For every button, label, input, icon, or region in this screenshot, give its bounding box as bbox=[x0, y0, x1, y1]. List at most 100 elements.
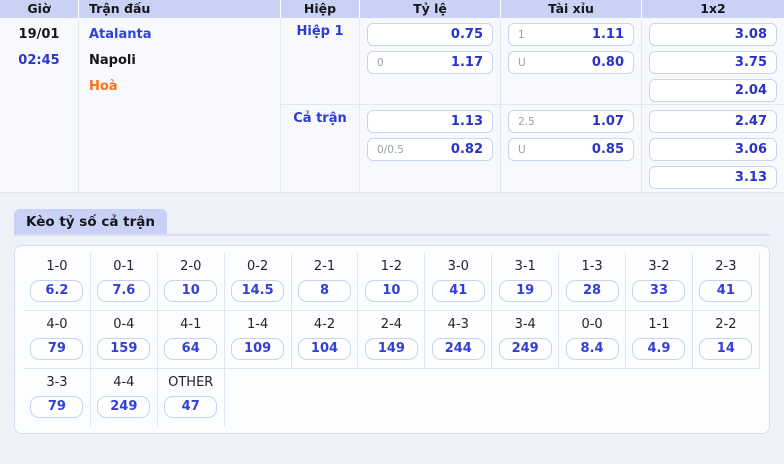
handicap-odds-value: 0.82 bbox=[450, 142, 483, 157]
one-x-two-odds-value: 3.06 bbox=[734, 142, 767, 157]
score-grid-filler bbox=[225, 369, 760, 426]
tab-correct-score[interactable]: Kèo tỷ số cả trận bbox=[14, 209, 167, 234]
over-under-line: U bbox=[518, 143, 526, 156]
score-odds-button[interactable]: 41 bbox=[699, 280, 753, 302]
handicap-line: 0 bbox=[377, 56, 384, 69]
score-label: 2-4 bbox=[380, 317, 403, 332]
one-x-two-odds-value: 3.13 bbox=[734, 170, 767, 185]
score-odds-button[interactable]: 33 bbox=[632, 280, 686, 302]
score-label: 3-0 bbox=[447, 259, 469, 274]
handicap-odds-button[interactable]: 0 1.17 bbox=[367, 51, 493, 74]
one-x-two-odds-value: 3.08 bbox=[734, 27, 767, 42]
handicap-odds-button[interactable]: 0.75 bbox=[367, 23, 493, 46]
score-odds-button[interactable]: 109 bbox=[231, 338, 285, 360]
match-kickoff-time: 02:45 bbox=[18, 53, 60, 68]
score-label: 4-3 bbox=[447, 317, 469, 332]
score-odds-button[interactable]: 6.2 bbox=[30, 280, 84, 302]
header-1x2: 1x2 bbox=[700, 1, 726, 16]
score-odds-button[interactable]: 14.5 bbox=[231, 280, 285, 302]
handicap-odds-value: 1.13 bbox=[450, 114, 483, 129]
header-period: Hiệp bbox=[281, 0, 360, 18]
one-x-two-odds-button[interactable]: 2.04 bbox=[649, 79, 777, 102]
score-odds-cell: 2-4 149 bbox=[358, 311, 426, 368]
score-odds-cell: 4-2 104 bbox=[292, 311, 359, 368]
score-odds-button[interactable]: 79 bbox=[30, 396, 84, 418]
score-odds-button[interactable]: 64 bbox=[164, 338, 218, 360]
over-under-odds-button[interactable]: 2.5 1.07 bbox=[508, 110, 634, 133]
period-label: Cả trận bbox=[281, 105, 360, 192]
score-odds-cell: 3-4 249 bbox=[492, 311, 560, 368]
one-x-two-odds-button[interactable]: 3.75 bbox=[649, 51, 777, 74]
score-label: 3-4 bbox=[514, 317, 536, 332]
score-odds-button[interactable]: 149 bbox=[364, 338, 418, 360]
score-odds-cell: 1-2 10 bbox=[358, 253, 426, 310]
one-x-two-odds-button[interactable]: 3.06 bbox=[649, 138, 777, 161]
match-teams-cell: Atalanta Napoli Hoà bbox=[79, 18, 281, 192]
score-grid-row: 3-3 79 4-4 249 OTHER 47 bbox=[24, 369, 760, 426]
score-odds-button[interactable]: 28 bbox=[565, 280, 619, 302]
header-over-under: Tài xỉu bbox=[501, 0, 642, 18]
one-x-two-odds-button[interactable]: 3.08 bbox=[649, 23, 777, 46]
score-odds-button[interactable]: 7.6 bbox=[97, 280, 151, 302]
score-label: 4-2 bbox=[313, 317, 336, 332]
score-odds-button[interactable]: 14 bbox=[699, 338, 753, 360]
score-odds-button[interactable]: 244 bbox=[431, 338, 485, 360]
over-under-odds-button[interactable]: U 0.85 bbox=[508, 138, 634, 161]
score-label: 3-3 bbox=[46, 375, 68, 390]
score-odds-button[interactable]: 249 bbox=[498, 338, 552, 360]
score-odds-cell: 2-3 41 bbox=[693, 253, 760, 310]
handicap-odds-column: 0.75 0 1.17 bbox=[360, 18, 501, 104]
score-odds-button[interactable]: 249 bbox=[97, 396, 151, 418]
score-label: 1-2 bbox=[380, 259, 403, 274]
score-label: 0-2 bbox=[247, 259, 269, 274]
score-label: 3-2 bbox=[648, 259, 670, 274]
score-label: 2-0 bbox=[180, 259, 202, 274]
match-date: 19/01 bbox=[18, 27, 60, 42]
over-under-odds-value: 0.80 bbox=[591, 55, 624, 70]
one-x-two-odds-value: 2.47 bbox=[734, 114, 767, 129]
one-x-two-odds-button[interactable]: 3.13 bbox=[649, 166, 777, 189]
header-match: Trận đấu bbox=[79, 0, 281, 18]
score-odds-cell: 0-1 7.6 bbox=[91, 253, 158, 310]
correct-score-tab-row: Kèo tỷ số cả trận bbox=[14, 209, 770, 236]
score-label: 0-4 bbox=[113, 317, 135, 332]
period-label: Hiệp 1 bbox=[281, 18, 360, 104]
one-x-two-odds-button[interactable]: 2.47 bbox=[649, 110, 777, 133]
score-label: 1-1 bbox=[648, 317, 670, 332]
score-odds-button[interactable]: 10 bbox=[164, 280, 218, 302]
score-label: 1-0 bbox=[46, 259, 68, 274]
score-odds-button[interactable]: 41 bbox=[431, 280, 485, 302]
score-odds-cell: 2-1 8 bbox=[292, 253, 359, 310]
score-odds-cell: 1-4 109 bbox=[225, 311, 292, 368]
one-x-two-odds-column: 3.08 3.75 2.04 bbox=[642, 18, 784, 104]
score-odds-cell: 1-0 6.2 bbox=[24, 253, 91, 310]
over-under-line: U bbox=[518, 56, 526, 69]
score-odds-button[interactable]: 8 bbox=[298, 280, 351, 302]
score-label: OTHER bbox=[168, 375, 214, 390]
one-x-two-odds-column: 2.47 3.06 3.13 bbox=[642, 105, 784, 192]
score-odds-button[interactable]: 10 bbox=[364, 280, 418, 302]
over-under-odds-button[interactable]: 1 1.11 bbox=[508, 23, 634, 46]
score-odds-button[interactable]: 47 bbox=[164, 396, 218, 418]
score-odds-button[interactable]: 159 bbox=[97, 338, 151, 360]
score-label: 4-1 bbox=[180, 317, 202, 332]
score-odds-button[interactable]: 19 bbox=[498, 280, 552, 302]
period-row-full-time: Cả trận 1.13 0/0.5 0.82 2.5 1.07 bbox=[281, 105, 784, 192]
score-label: 0-0 bbox=[581, 317, 603, 332]
header-time: Giờ bbox=[0, 0, 79, 18]
score-odds-button[interactable]: 8.4 bbox=[565, 338, 619, 360]
home-team-name: Atalanta bbox=[89, 27, 152, 42]
score-label: 2-3 bbox=[715, 259, 737, 274]
score-odds-cell: 1-1 4.9 bbox=[626, 311, 693, 368]
over-under-line: 1 bbox=[518, 28, 525, 41]
score-odds-button[interactable]: 4.9 bbox=[632, 338, 686, 360]
one-x-two-odds-value: 3.75 bbox=[734, 55, 767, 70]
handicap-odds-button[interactable]: 0/0.5 0.82 bbox=[367, 138, 493, 161]
score-odds-cell: 3-3 79 bbox=[24, 369, 91, 426]
score-odds-button[interactable]: 104 bbox=[298, 338, 351, 360]
score-odds-cell: 3-1 19 bbox=[492, 253, 560, 310]
score-grid-row: 4-0 79 0-4 159 4-1 64 1-4 109 4-2 104 2-4 149 4-3 244… bbox=[24, 311, 760, 369]
score-odds-button[interactable]: 79 bbox=[30, 338, 84, 360]
handicap-odds-button[interactable]: 1.13 bbox=[367, 110, 493, 133]
over-under-odds-button[interactable]: U 0.80 bbox=[508, 51, 634, 74]
